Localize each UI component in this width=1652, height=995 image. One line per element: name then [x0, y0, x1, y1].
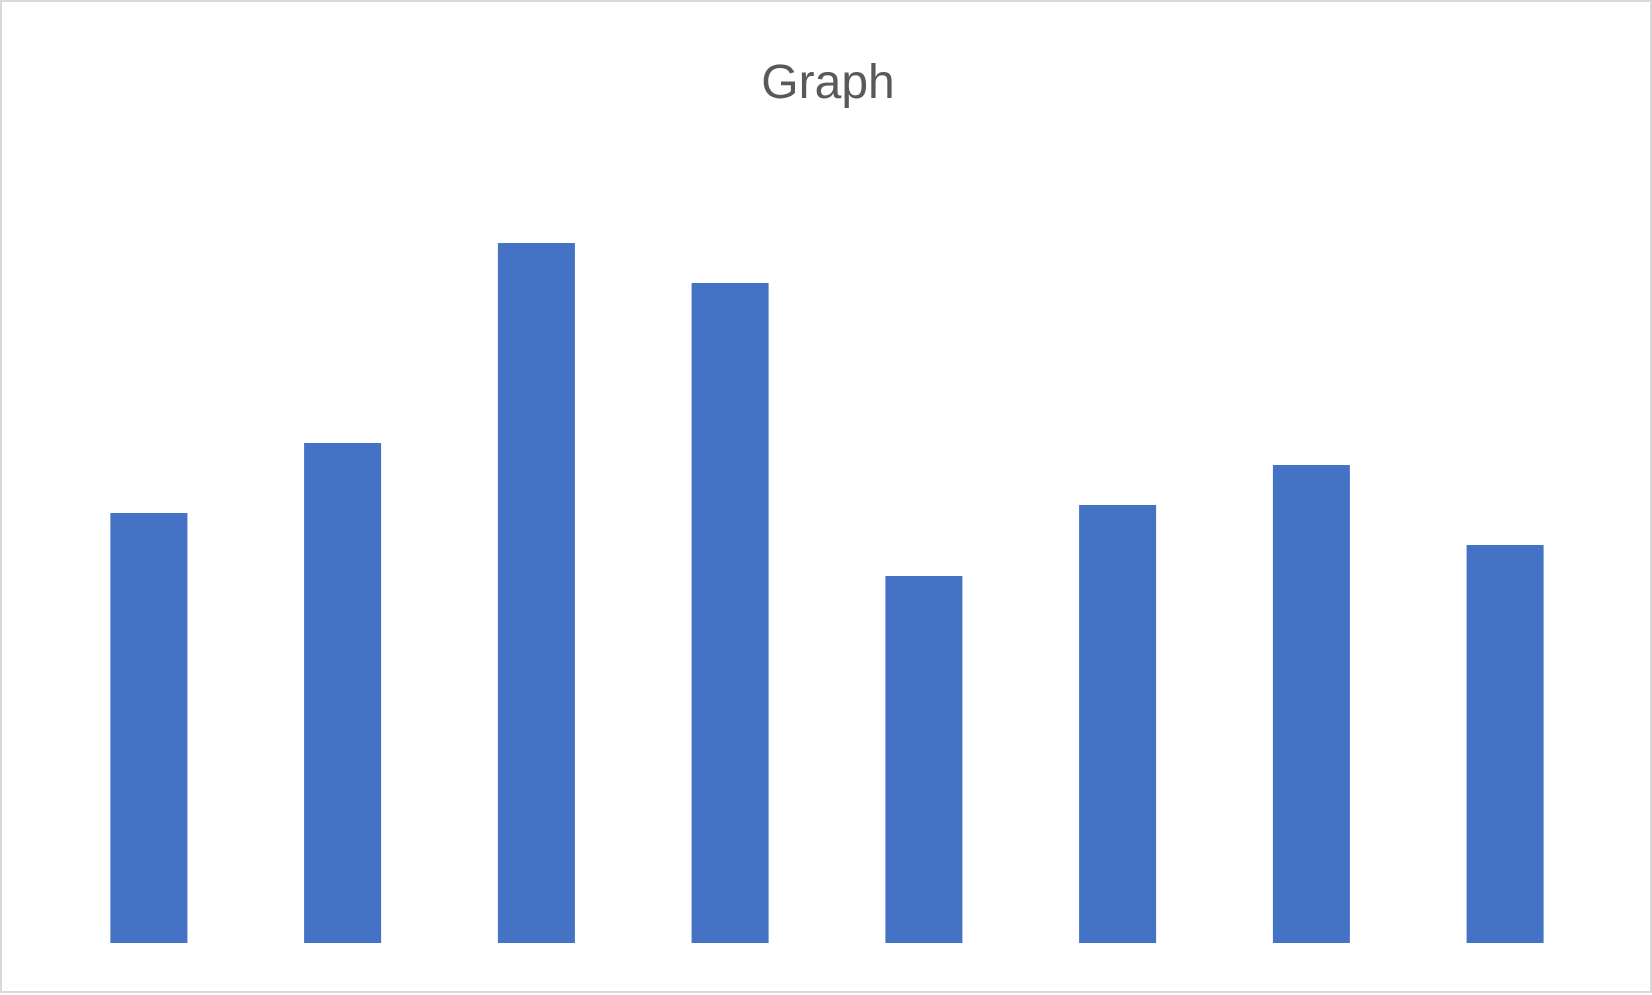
bar-3	[497, 243, 575, 943]
bar-1	[110, 513, 188, 943]
bar-2	[304, 443, 382, 943]
bar-4	[691, 283, 769, 943]
bar-8	[1466, 545, 1544, 943]
chart-title: Graph	[761, 56, 894, 109]
bar-5	[885, 576, 963, 943]
bar-series	[110, 243, 1544, 943]
bar-6	[1079, 505, 1157, 943]
bar-7	[1272, 465, 1350, 943]
